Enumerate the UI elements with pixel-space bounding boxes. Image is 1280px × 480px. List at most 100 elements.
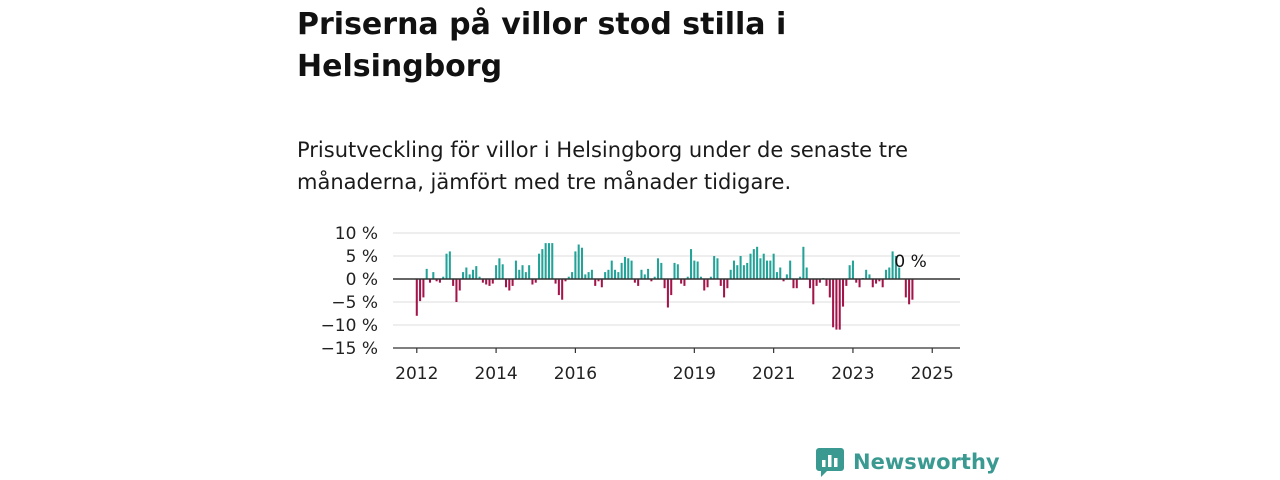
bar — [752, 249, 755, 279]
bar — [703, 279, 706, 291]
bar — [491, 279, 494, 284]
bar — [732, 260, 736, 279]
bar — [462, 272, 465, 279]
bar — [842, 279, 845, 307]
x-tick-label: 2019 — [673, 364, 716, 384]
bar — [656, 258, 660, 279]
newsworthy-logo: Newsworthy — [815, 446, 1000, 478]
bar — [495, 265, 498, 279]
bar — [419, 279, 422, 302]
bar — [481, 279, 484, 283]
x-tick-label: 2021 — [752, 364, 795, 384]
bar — [587, 272, 590, 279]
bar — [881, 279, 884, 288]
bar — [802, 246, 805, 279]
bar — [726, 279, 729, 289]
bar — [878, 279, 881, 282]
x-tick-label: 2016 — [554, 364, 597, 384]
bar — [600, 279, 603, 288]
bar — [584, 274, 587, 279]
bar — [696, 261, 699, 279]
bar — [693, 260, 696, 279]
bar — [504, 279, 508, 288]
bar — [779, 267, 782, 279]
bar — [815, 279, 818, 286]
bar — [762, 253, 765, 279]
bar — [686, 276, 689, 279]
bar — [888, 267, 891, 279]
bar — [716, 258, 719, 279]
bar — [610, 260, 613, 279]
bar — [670, 279, 673, 296]
bar — [422, 279, 425, 298]
bar — [445, 253, 448, 279]
bar — [723, 279, 726, 298]
bar — [518, 269, 521, 279]
bar — [666, 279, 669, 308]
bar — [825, 279, 828, 286]
bar — [488, 279, 491, 286]
bar — [865, 269, 868, 279]
newsworthy-logo-text: Newsworthy — [853, 450, 1000, 474]
bar — [680, 279, 683, 284]
bar — [749, 253, 752, 279]
bar — [557, 279, 560, 296]
y-tick-label: −5 % — [331, 293, 378, 313]
y-tick-label: 5 % — [346, 247, 378, 267]
bar — [858, 279, 861, 288]
bar — [690, 249, 693, 279]
bar — [769, 260, 772, 279]
bar — [627, 258, 630, 279]
bar — [875, 279, 878, 284]
bar — [746, 262, 749, 279]
bar — [729, 269, 732, 279]
bar — [524, 272, 527, 279]
bar — [425, 268, 428, 279]
bar — [785, 274, 788, 279]
bar — [706, 279, 709, 288]
bar — [891, 251, 894, 279]
bar — [805, 267, 808, 279]
bar — [432, 272, 435, 279]
bar — [848, 265, 851, 279]
bar — [554, 279, 557, 284]
bar — [884, 269, 888, 279]
bar — [580, 247, 584, 279]
bar — [577, 244, 580, 279]
bar — [508, 279, 511, 291]
page-subtitle: Prisutveckling för villor i Helsingborg … — [297, 138, 909, 194]
bar — [851, 260, 854, 279]
bar — [795, 279, 798, 289]
bar — [498, 258, 501, 279]
bar — [808, 279, 812, 289]
bar — [514, 260, 517, 279]
bar — [736, 265, 739, 279]
bar — [832, 279, 835, 328]
bar — [604, 272, 607, 279]
bar — [699, 276, 702, 279]
bar — [511, 279, 514, 286]
x-tick-label: 2025 — [911, 364, 954, 384]
bar — [455, 279, 458, 302]
bar — [904, 279, 907, 298]
bar — [448, 251, 451, 279]
bar — [640, 269, 643, 279]
bar — [442, 276, 445, 279]
bar — [561, 279, 564, 300]
bar — [614, 269, 617, 279]
bar — [647, 268, 650, 279]
bar — [908, 279, 911, 305]
bar — [594, 279, 597, 286]
bar — [571, 272, 574, 279]
bar — [475, 266, 478, 279]
bar — [709, 276, 712, 279]
bar — [838, 279, 841, 330]
bar — [574, 251, 577, 279]
bar — [653, 276, 656, 279]
bar — [660, 262, 663, 279]
bar — [756, 246, 759, 279]
bar — [521, 265, 524, 279]
x-tick-label: 2023 — [831, 364, 874, 384]
bar — [620, 262, 623, 279]
bar — [534, 279, 537, 283]
